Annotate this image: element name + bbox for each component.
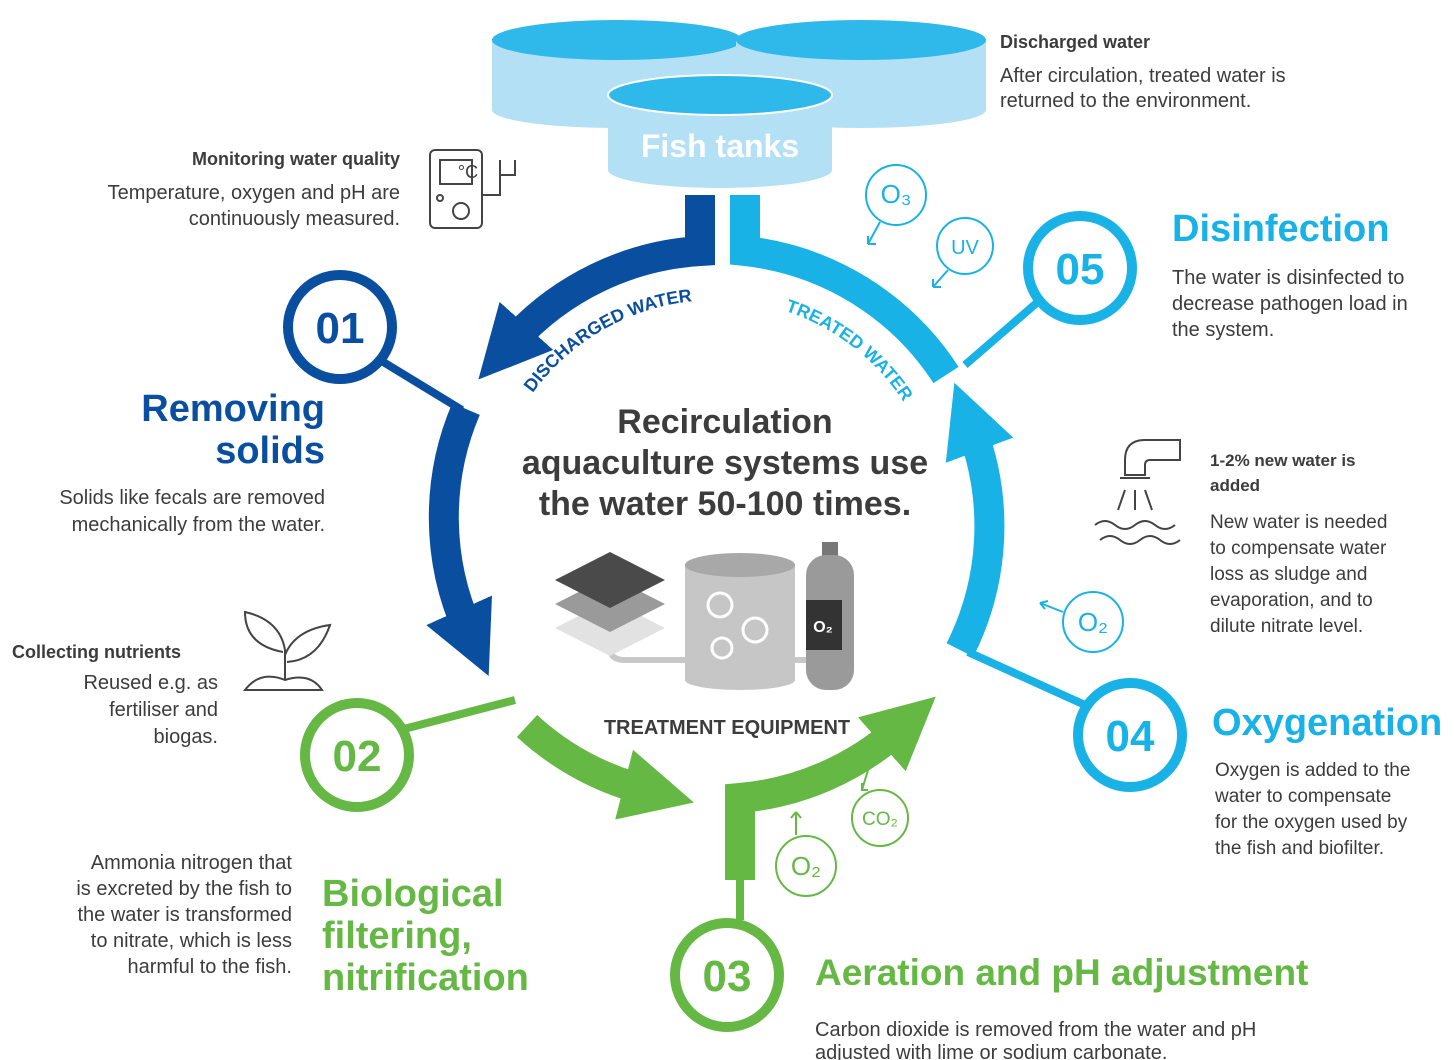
note-text: evaporation, and to xyxy=(1210,590,1373,611)
step-text: Ammonia nitrogen that xyxy=(91,852,293,874)
step-title: nitrification xyxy=(322,957,529,999)
process-icons-part xyxy=(245,612,330,690)
note-text: returned to the environment. xyxy=(1000,90,1251,112)
process-icons-part: °C xyxy=(458,162,478,182)
center-text: aquaculture systems use xyxy=(522,444,928,482)
step-text: Solids like fecals are removed xyxy=(59,487,325,509)
flow-arrows xyxy=(444,195,990,880)
step-title: solids xyxy=(215,430,325,472)
step-connectors-part xyxy=(400,700,515,730)
step-title: Disinfection xyxy=(1172,208,1389,250)
step-text: mechanically from the water. xyxy=(72,514,325,536)
process-icons-part xyxy=(437,195,443,201)
step-text: is excreted by the fish to xyxy=(76,878,292,900)
note-text: fertiliser and xyxy=(109,699,218,721)
flow-arrows-part xyxy=(745,195,946,375)
process-icons-part xyxy=(791,812,801,835)
step-title: Oxygenation xyxy=(1212,702,1442,744)
note-text: dilute nitrate level. xyxy=(1210,616,1363,637)
step-text: The water is disinfected to xyxy=(1172,267,1404,289)
icon-label: O₂ xyxy=(791,851,821,881)
step-number: 04 xyxy=(1106,712,1155,761)
step-title: filtering, xyxy=(322,915,472,957)
note-title: Monitoring water quality xyxy=(192,149,400,169)
step-text: to nitrate, which is less xyxy=(91,930,292,952)
icon-label: CO₂ xyxy=(862,809,898,830)
process-icons-part xyxy=(1040,601,1063,612)
process-icons-part xyxy=(933,270,948,287)
page: Recirculation aquaculture system {"fish_… xyxy=(0,0,1454,1060)
process-icons-part xyxy=(868,222,880,244)
bottle-label: O₂ xyxy=(813,619,833,636)
center-text: Recirculation xyxy=(617,403,832,441)
step-text: harmful to the fish. xyxy=(127,956,292,978)
icon-label: O₃ xyxy=(881,179,912,209)
body: Fish tanks DISCHARGED WATER TREATED WATE… xyxy=(0,0,1454,1060)
process-icons-part xyxy=(453,203,469,219)
step-title: Aeration and pH adjustment xyxy=(815,952,1308,993)
step-title: Biological xyxy=(322,873,504,915)
note-title: 1-2% new water is xyxy=(1210,451,1356,470)
diagram: Fish tanks DISCHARGED WATER TREATED WATE… xyxy=(0,0,1454,1060)
step-number: 01 xyxy=(316,304,365,353)
step-text: Oxygen is added to the xyxy=(1215,760,1410,781)
note-title: added xyxy=(1210,476,1260,495)
note-text: Temperature, oxygen and pH are xyxy=(108,182,400,204)
tank-label: Fish tanks xyxy=(641,128,799,164)
note-text: New water is needed xyxy=(1210,512,1387,533)
equipment-illustration xyxy=(555,542,854,690)
step-text: the fish and biofilter. xyxy=(1215,838,1384,859)
flow-arrows-part xyxy=(444,409,468,630)
step-text: adjusted with lime or sodium carbonate. xyxy=(815,1042,1167,1060)
note-text: biogas. xyxy=(154,726,219,748)
note-title: Collecting nutrients xyxy=(12,642,181,662)
icon-label: O₂ xyxy=(1078,607,1108,637)
equipment-label: TREATMENT EQUIPMENT xyxy=(604,717,850,739)
note-text: Reused e.g. as xyxy=(83,672,218,694)
process-icons-part xyxy=(1095,440,1180,544)
step-connectors-part xyxy=(965,300,1040,365)
step-connectors-part xyxy=(380,360,462,410)
note-text: continuously measured. xyxy=(189,208,400,230)
step-text: decrease pathogen load in xyxy=(1172,293,1408,315)
step-title: Removing xyxy=(141,388,325,430)
step-text: the system. xyxy=(1172,319,1274,341)
fish-tanks-part xyxy=(608,75,832,115)
process-icons-part xyxy=(482,160,515,195)
fish-tanks-part xyxy=(736,20,986,60)
step-text: Carbon dioxide is removed from the water… xyxy=(815,1019,1256,1041)
step-number: 03 xyxy=(703,952,752,1001)
step-connectors-part xyxy=(968,652,1085,705)
step-text: for the oxygen used by xyxy=(1215,812,1408,833)
step-text: the water is transformed xyxy=(77,904,292,926)
equipment-illustration-part xyxy=(822,542,838,556)
step-number: 05 xyxy=(1056,245,1105,294)
step-text: water to compensate xyxy=(1214,786,1391,807)
note-text: to compensate water xyxy=(1210,538,1387,559)
center-text: the water 50-100 times. xyxy=(539,485,911,523)
fish-tanks-part xyxy=(492,20,742,60)
equipment-illustration-part xyxy=(685,670,795,690)
note-title: Discharged water xyxy=(1000,32,1150,52)
equipment-illustration-part xyxy=(685,565,795,680)
icon-label: UV xyxy=(951,237,979,259)
note-text: loss as sludge and xyxy=(1210,564,1367,585)
equipment-illustration-part xyxy=(685,553,795,577)
step-number: 02 xyxy=(333,732,382,781)
note-text: After circulation, treated water is xyxy=(1000,65,1286,87)
flow-arrows-part xyxy=(960,430,989,650)
